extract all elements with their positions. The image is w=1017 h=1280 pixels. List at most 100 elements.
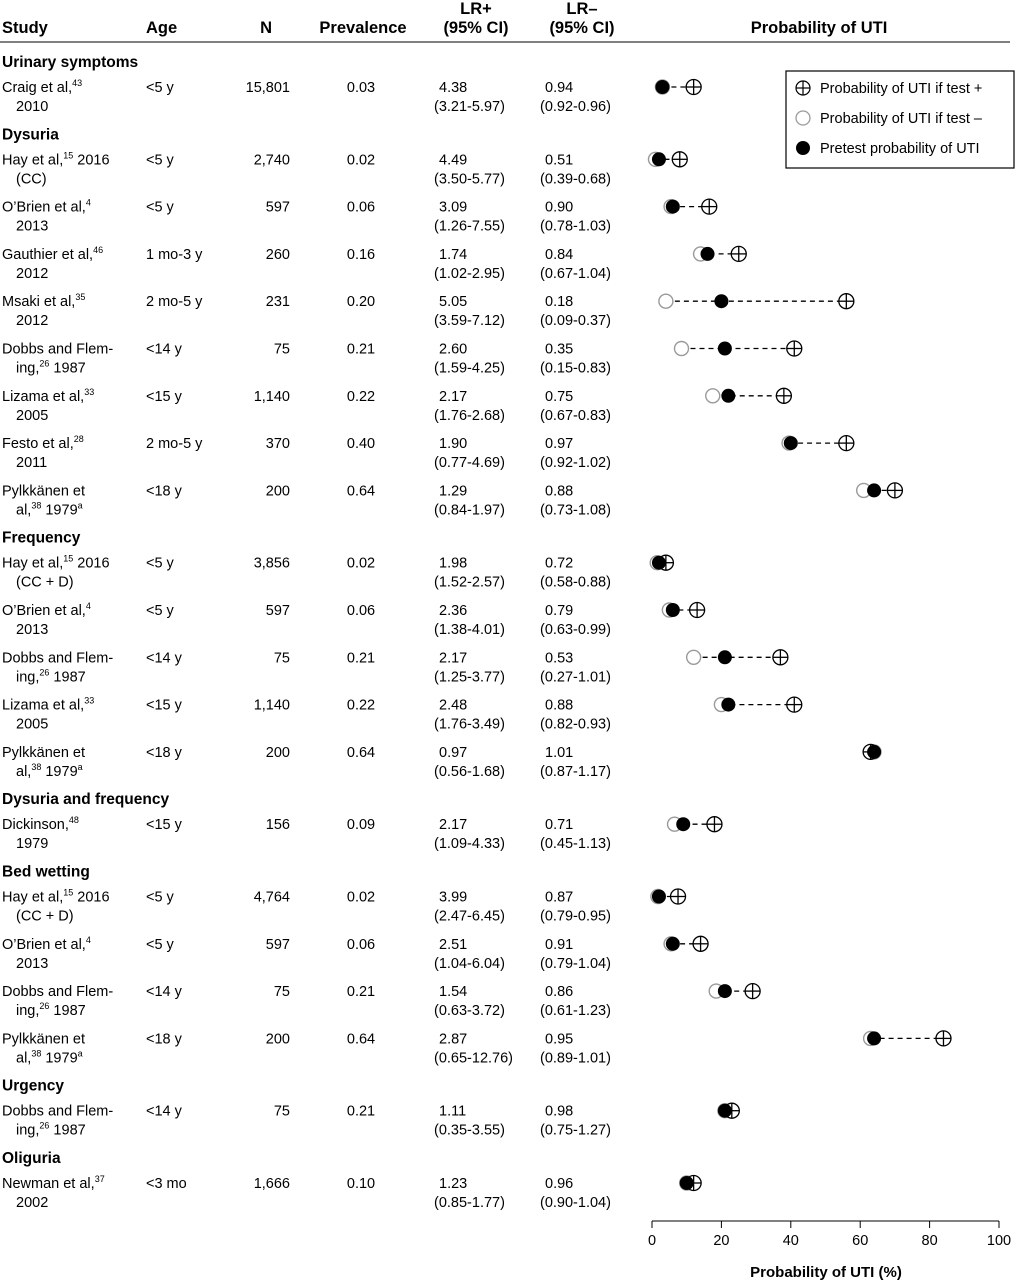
lr-negative-ci-cell: (0.15-0.83) xyxy=(540,361,611,377)
study-detail: 2005 xyxy=(16,717,48,733)
study-detail: (CC + D) xyxy=(16,909,74,925)
legend-marker-pre xyxy=(796,141,810,155)
age-cell: <5 y xyxy=(146,603,175,619)
study-detail: ing,26 1987 xyxy=(16,359,86,377)
study-detail: (CC + D) xyxy=(16,575,74,591)
lr-positive-cell: 2.87 xyxy=(439,1031,467,1047)
age-cell: 1 mo-3 y xyxy=(146,247,203,263)
marker-test-positive xyxy=(685,78,702,96)
study-name: Dobbs and Flem- xyxy=(2,984,113,1000)
table-row: O’Brien et al,4 2013 <5 y 597 0.06 3.09 (1.26-… xyxy=(2,198,718,235)
lr-negative-cell: 1.01 xyxy=(545,745,573,761)
table-row: O’Brien et al,4 2013 <5 y 597 0.06 2.36 (1.38-… xyxy=(2,601,706,638)
age-cell: <3 mo xyxy=(146,1176,187,1192)
age-cell: <18 y xyxy=(146,1031,183,1047)
study-name: Dobbs and Flem- xyxy=(2,342,113,358)
n-cell: 2,740 xyxy=(254,152,290,168)
x-tick-label: 0 xyxy=(648,1233,656,1249)
lr-negative-cell: 0.86 xyxy=(545,984,573,1000)
lr-negative-ci-cell: (0.79-1.04) xyxy=(540,956,611,972)
lr-positive-cell: 4.49 xyxy=(439,152,467,168)
marker-pretest xyxy=(651,555,666,570)
marker-test-positive xyxy=(838,434,855,452)
n-cell: 200 xyxy=(266,1031,290,1047)
table-row: Dobbs and Flem-ing,26 1987 <14 y 75 0.21 2.6… xyxy=(2,340,803,377)
study-detail: 2011 xyxy=(16,455,47,471)
marker-pretest xyxy=(867,483,882,498)
marker-pretest xyxy=(717,341,732,356)
study-detail: 2005 xyxy=(16,408,48,424)
lr-negative-ci-cell: (0.45-1.13) xyxy=(540,836,611,852)
study-detail: ing,26 1987 xyxy=(16,667,86,685)
lr-negative-ci-cell: (0.63-0.99) xyxy=(540,622,611,638)
marker-pretest xyxy=(721,388,736,403)
n-cell: 156 xyxy=(266,817,290,833)
age-cell: <14 y xyxy=(146,650,183,666)
lr-positive-cell: 5.05 xyxy=(439,294,467,310)
prevalence-cell: 0.06 xyxy=(347,937,375,953)
lr-positive-cell: 3.09 xyxy=(439,200,467,216)
n-cell: 231 xyxy=(266,294,290,310)
lr-positive-ci-cell: (1.26-7.55) xyxy=(434,219,505,235)
marker-pretest xyxy=(676,817,691,832)
x-tick-label: 20 xyxy=(713,1233,729,1249)
lr-positive-ci-cell: (1.09-4.33) xyxy=(434,836,505,852)
lr-positive-ci-cell: (3.50-5.77) xyxy=(434,171,505,187)
lr-positive-cell: 4.38 xyxy=(439,80,467,96)
n-cell: 200 xyxy=(266,483,290,499)
lr-negative-cell: 0.72 xyxy=(545,556,573,572)
header-lr-positive: LR+ xyxy=(460,0,492,18)
lr-negative-cell: 0.95 xyxy=(545,1031,573,1047)
lr-negative-cell: 0.51 xyxy=(545,152,573,168)
age-cell: 2 mo-5 y xyxy=(146,436,203,452)
lr-positive-cell: 3.99 xyxy=(439,890,467,906)
n-cell: 260 xyxy=(266,247,290,263)
prevalence-cell: 0.21 xyxy=(347,342,375,358)
marker-test-positive xyxy=(772,649,789,666)
section-title: Bed wetting xyxy=(2,864,90,881)
header-prevalence: Prevalence xyxy=(319,19,406,37)
lr-positive-ci-cell: (1.25-3.77) xyxy=(434,669,505,685)
study-name: Dobbs and Flem- xyxy=(2,1104,113,1120)
table-row: Craig et al,43 2010 <5 y 15,801 0.03 4.38 (3.2… xyxy=(2,78,702,115)
lr-positive-ci-cell: (0.63-3.72) xyxy=(434,1003,505,1019)
marker-pretest xyxy=(721,697,736,712)
prevalence-cell: 0.21 xyxy=(347,984,375,1000)
lr-positive-ci-cell: (0.84-1.97) xyxy=(434,502,505,518)
section-title: Frequency xyxy=(2,530,81,547)
lr-positive-cell: 2.17 xyxy=(439,817,467,833)
table-row: Hay et al,15 2016 (CC + D) <5 y 4,764 0.02 3.… xyxy=(2,888,687,925)
x-tick-label: 80 xyxy=(922,1233,938,1249)
study-name: Pylkkänen et xyxy=(2,1031,85,1047)
marker-test-positive xyxy=(775,387,793,404)
study-name: Hay et al,15 2016 xyxy=(2,888,110,906)
legend-label-pre: Pretest probability of UTI xyxy=(820,141,980,157)
age-cell: 2 mo-5 y xyxy=(146,294,203,310)
table-row: Gauthier et al,46 2012 1 mo-3 y 260 0.16 1.74… xyxy=(2,245,747,282)
prevalence-cell: 0.20 xyxy=(347,294,375,310)
study-name: Dickinson,48 xyxy=(2,815,79,833)
legend-marker-neg xyxy=(795,110,811,126)
study-detail: 2012 xyxy=(16,313,48,329)
lr-negative-ci-cell: (0.75-1.27) xyxy=(540,1123,611,1139)
lr-positive-ci-cell: (3.21-5.97) xyxy=(434,99,505,115)
lr-positive-ci-cell: (1.38-4.01) xyxy=(434,622,505,638)
n-cell: 1,140 xyxy=(254,389,290,405)
x-axis: 0 20 40 60 80 100 xyxy=(648,1220,1011,1249)
marker-pretest xyxy=(665,603,680,617)
n-cell: 597 xyxy=(266,937,290,953)
lr-positive-cell: 0.97 xyxy=(439,745,467,761)
lr-positive-ci-cell: (0.77-4.69) xyxy=(434,455,505,471)
prevalence-cell: 0.02 xyxy=(347,556,375,572)
lr-positive-ci-cell: (1.76-3.49) xyxy=(434,717,505,733)
legend-label-neg: Probability of UTI if test – xyxy=(820,111,983,127)
n-cell: 1,140 xyxy=(254,698,290,714)
table-row: Hay et al,15 2016 (CC) <5 y 2,740 0.02 4.49 (3… xyxy=(2,150,688,187)
marker-test-positive xyxy=(669,888,687,905)
marker-pretest xyxy=(651,889,666,904)
column-headers: Study Age N Prevalence LR+ (95% CI) LR– … xyxy=(2,0,887,37)
study-name: Festo et al,28 xyxy=(2,434,84,452)
study-detail: 2010 xyxy=(16,99,48,115)
